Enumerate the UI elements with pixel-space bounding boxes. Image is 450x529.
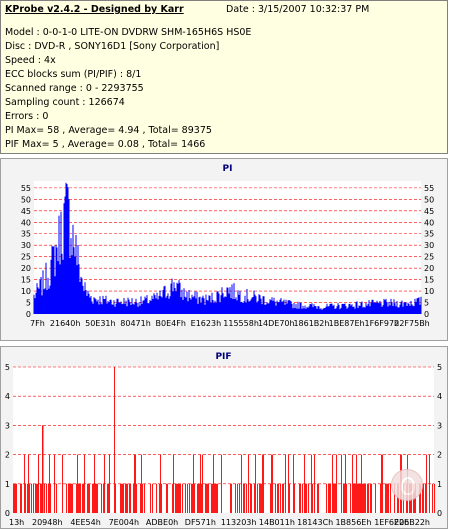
x-tick-label: 1BE87Eh <box>329 319 365 328</box>
y-tick-left: 20 <box>21 264 31 273</box>
y-tick-right: 40 <box>424 218 434 227</box>
y-tick-left: 40 <box>21 218 31 227</box>
x-tick-label: B0E4Fh <box>156 319 186 328</box>
y-tick-left: 4 <box>5 392 10 401</box>
y-tick-left: 45 <box>21 207 31 216</box>
x-tick-label: 7E004h <box>109 518 139 527</box>
y-tick-right: 4 <box>437 392 442 401</box>
y-tick-left: 5 <box>5 363 10 372</box>
y-tick-left: 10 <box>21 287 31 296</box>
x-tick-label: 7Fh <box>30 319 45 328</box>
x-tick-label: 4EE54h <box>70 518 100 527</box>
chart-title: PIF <box>215 352 231 362</box>
y-tick-left: 50 <box>21 195 31 204</box>
x-tick-label: 113203h <box>221 518 257 527</box>
ecc-line: ECC blocks sum (PI/PIF) : 8/1 <box>5 69 142 80</box>
y-tick-left: 1 <box>5 480 10 489</box>
y-tick-right: 25 <box>424 253 434 262</box>
sampling-count-line: Sampling count : 126674 <box>5 97 125 108</box>
y-tick-right: 30 <box>424 241 434 250</box>
x-tick-label: 20948h <box>32 518 63 527</box>
watermark-logo-icon <box>391 469 423 501</box>
pi-series <box>33 182 422 314</box>
y-tick-left: 25 <box>21 253 31 262</box>
pif-chart-panel: PIF 0 0 1 1 2 2 3 3 4 4 5 5 13h 20948h 4EE54h 7E004h ADBE… <box>0 346 448 529</box>
y-tick-left: 0 <box>5 509 10 518</box>
y-tick-right: 5 <box>437 363 442 372</box>
scan-date: Date : 3/15/2007 10:32:37 PM <box>226 4 370 15</box>
speed-line: Speed : 4x <box>5 55 56 66</box>
x-tick-label: 115558h <box>223 319 259 328</box>
pif-chart: PIF 0 0 1 1 2 2 3 3 4 4 5 5 13h 20948h 4EE54h 7E004h ADBE… <box>5 352 442 527</box>
y-tick-right: 45 <box>424 207 434 216</box>
x-tick-label: 18143Ch <box>297 518 333 527</box>
x-tick-label: DF571h <box>185 518 216 527</box>
pi-summary-line: PI Max= 58 , Average= 4.94 , Total= 8937… <box>5 125 212 136</box>
y-tick-left: 35 <box>21 230 31 239</box>
y-tick-right: 20 <box>424 264 434 273</box>
chart-title: PI <box>223 164 233 174</box>
y-tick-right: 2 <box>437 451 442 460</box>
x-tick-label: 1EF6E0h <box>374 518 409 527</box>
y-tick-right: 0 <box>424 310 429 319</box>
y-tick-right: 50 <box>424 195 434 204</box>
x-tick-label: 14DE70h <box>258 319 295 328</box>
x-tick-label: 22F75Bh <box>394 319 430 328</box>
y-tick-left: 3 <box>5 421 10 430</box>
x-tick-label: 13h <box>9 518 24 527</box>
model-line: Model : 0-0-1-0 LITE-ON DVDRW SHM-165H6S… <box>5 27 252 38</box>
x-tick-label: 14B011h <box>259 518 295 527</box>
disc-line: Disc : DVD-R , SONY16D1 [Sony Corporatio… <box>5 41 220 52</box>
y-tick-left: 0 <box>26 310 31 319</box>
y-tick-left: 30 <box>21 241 31 250</box>
scanned-range-line: Scanned range : 0 - 2293755 <box>5 83 144 94</box>
y-tick-right: 3 <box>437 421 442 430</box>
pif-series <box>13 367 435 513</box>
x-tick-label: 226B22h <box>394 518 430 527</box>
x-tick-label: 1F6F97h <box>364 319 399 328</box>
x-tick-label: 1B856Eh <box>335 518 371 527</box>
y-tick-right: 0 <box>437 509 442 518</box>
y-tick-left: 55 <box>21 184 31 193</box>
y-tick-right: 15 <box>424 276 434 285</box>
pif-summary-line: PIF Max= 5 , Average= 0.08 , Total= 1466 <box>5 139 206 150</box>
x-tick-label: E1623h <box>191 319 221 328</box>
disc-info-panel: KProbe v2.4.2 - Designed by Karr Date : … <box>0 0 448 154</box>
x-tick-label: 50E31h <box>85 319 115 328</box>
y-tick-right: 35 <box>424 230 434 239</box>
y-tick-left: 5 <box>26 299 31 308</box>
x-tick-label: 80471h <box>120 319 151 328</box>
x-tick-label: 21640h <box>50 319 81 328</box>
y-tick-right: 55 <box>424 184 434 193</box>
y-tick-right: 10 <box>424 287 434 296</box>
y-tick-right: 1 <box>437 480 442 489</box>
app-title: KProbe v2.4.2 - Designed by Karr <box>5 4 184 15</box>
y-tick-right: 5 <box>424 299 429 308</box>
x-tick-label: 1861B2h <box>293 319 329 328</box>
pi-chart-panel: PI 0 0 5 5 10 10 15 15 20 20 25 25 30 30 35 35 40 40 45 45 50… <box>0 158 448 341</box>
x-tick-label: ADBE0h <box>146 518 178 527</box>
errors-line: Errors : 0 <box>5 111 49 122</box>
y-tick-left: 2 <box>5 451 10 460</box>
y-tick-left: 15 <box>21 276 31 285</box>
